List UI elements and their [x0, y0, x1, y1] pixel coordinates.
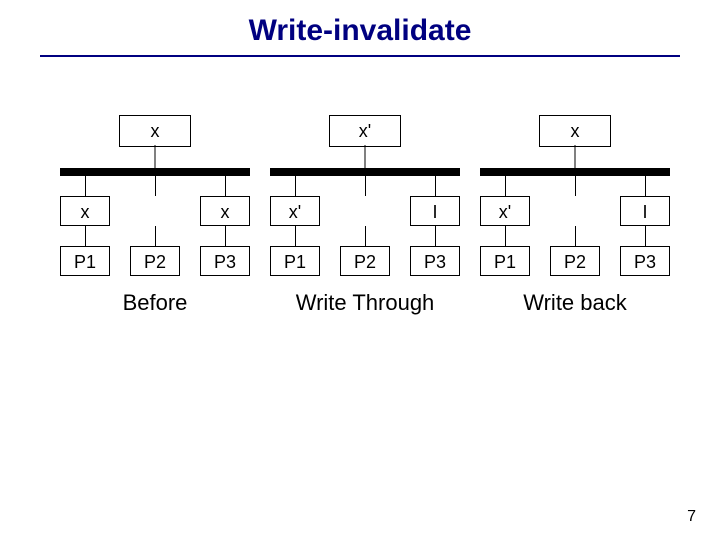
diagram-write-back: x x' I P1 P2 P3 Write back — [480, 115, 670, 345]
cache-box: x — [60, 196, 110, 226]
memory-box: x — [119, 115, 191, 147]
processor-box: P1 — [60, 246, 110, 276]
page-number: 7 — [687, 508, 696, 526]
cache-box: x' — [270, 196, 320, 226]
cache-stem — [85, 226, 86, 246]
diagram-before: x x x P1 P2 P3 Before — [60, 115, 250, 345]
memory-box: x' — [329, 115, 401, 147]
slide: Write-invalidate x x x P1 P2 P3 Before x… — [0, 0, 720, 540]
bus-stem — [645, 176, 646, 196]
processor-box: P1 — [480, 246, 530, 276]
diagram-write-through: x' x' I P1 P2 P3 Write Through — [270, 115, 460, 345]
processor-box: P1 — [270, 246, 320, 276]
cache-stem — [295, 226, 296, 246]
bus — [270, 168, 460, 176]
cache-stem — [225, 226, 226, 246]
bus — [60, 168, 250, 176]
processor-box: P2 — [550, 246, 600, 276]
memory-box: x — [539, 115, 611, 147]
title-rule — [40, 55, 680, 57]
processor-box: P3 — [620, 246, 670, 276]
processor-box: P3 — [200, 246, 250, 276]
cache-stem — [155, 226, 156, 246]
processor-box: P3 — [410, 246, 460, 276]
cache-box: I — [410, 196, 460, 226]
diagram-caption: Write back — [480, 290, 670, 316]
cache-box: x' — [480, 196, 530, 226]
diagram-caption: Before — [60, 290, 250, 316]
bus-stem — [575, 176, 576, 196]
mem-stem — [575, 145, 576, 168]
cache-stem — [365, 226, 366, 246]
cache-box: I — [620, 196, 670, 226]
processor-box: P2 — [130, 246, 180, 276]
cache-stem — [575, 226, 576, 246]
bus-stem — [155, 176, 156, 196]
mem-stem — [155, 145, 156, 168]
cache-stem — [435, 226, 436, 246]
processor-box: P2 — [340, 246, 390, 276]
mem-stem — [365, 145, 366, 168]
bus-stem — [435, 176, 436, 196]
bus — [480, 168, 670, 176]
cache-stem — [505, 226, 506, 246]
cache-stem — [645, 226, 646, 246]
bus-stem — [85, 176, 86, 196]
cache-box: x — [200, 196, 250, 226]
diagram-caption: Write Through — [270, 290, 460, 316]
slide-title: Write-invalidate — [0, 14, 720, 48]
bus-stem — [505, 176, 506, 196]
bus-stem — [365, 176, 366, 196]
bus-stem — [295, 176, 296, 196]
bus-stem — [225, 176, 226, 196]
